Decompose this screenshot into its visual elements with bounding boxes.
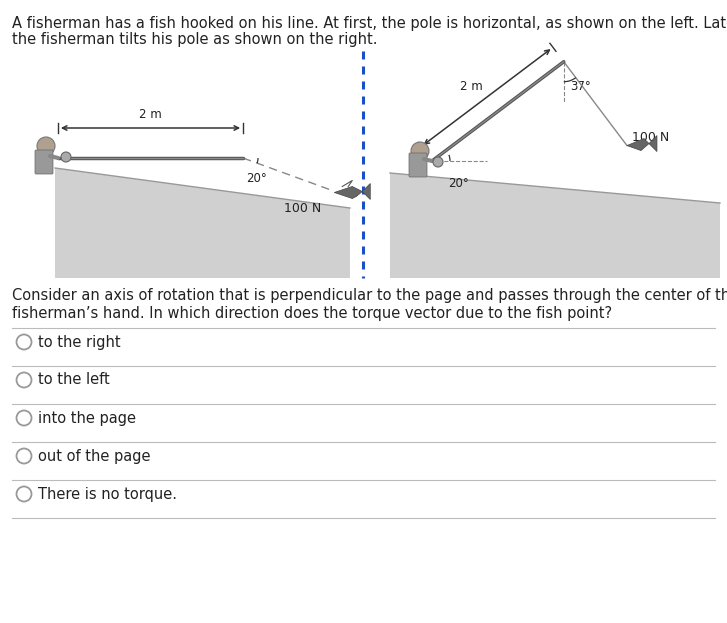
Text: 2 m: 2 m xyxy=(460,80,483,93)
Text: fisherman’s hand. In which direction does the torque vector due to the fish poin: fisherman’s hand. In which direction doe… xyxy=(12,306,612,321)
Circle shape xyxy=(37,137,55,155)
Polygon shape xyxy=(627,138,649,151)
Text: 20°: 20° xyxy=(246,172,267,185)
FancyBboxPatch shape xyxy=(35,150,53,174)
Polygon shape xyxy=(334,186,362,199)
Circle shape xyxy=(61,152,71,162)
FancyBboxPatch shape xyxy=(409,153,427,177)
Text: to the right: to the right xyxy=(38,335,121,350)
Circle shape xyxy=(411,142,429,160)
Text: 37°: 37° xyxy=(570,80,590,93)
Text: to the left: to the left xyxy=(38,373,110,388)
Text: 100 N: 100 N xyxy=(632,131,670,144)
Text: There is no torque.: There is no torque. xyxy=(38,487,177,502)
Circle shape xyxy=(433,157,443,167)
Polygon shape xyxy=(362,184,370,199)
Text: into the page: into the page xyxy=(38,411,136,426)
Text: out of the page: out of the page xyxy=(38,449,150,464)
Polygon shape xyxy=(55,168,350,278)
Text: Consider an axis of rotation that is perpendicular to the page and passes throug: Consider an axis of rotation that is per… xyxy=(12,288,727,303)
Text: the fisherman tilts his pole as shown on the right.: the fisherman tilts his pole as shown on… xyxy=(12,32,377,47)
Text: 100 N: 100 N xyxy=(284,202,321,216)
Text: 20°: 20° xyxy=(448,177,469,190)
Text: 2 m: 2 m xyxy=(139,108,162,121)
Polygon shape xyxy=(649,136,657,151)
Text: A fisherman has a fish hooked on his line. At first, the pole is horizontal, as : A fisherman has a fish hooked on his lin… xyxy=(12,16,727,31)
Polygon shape xyxy=(390,173,720,278)
